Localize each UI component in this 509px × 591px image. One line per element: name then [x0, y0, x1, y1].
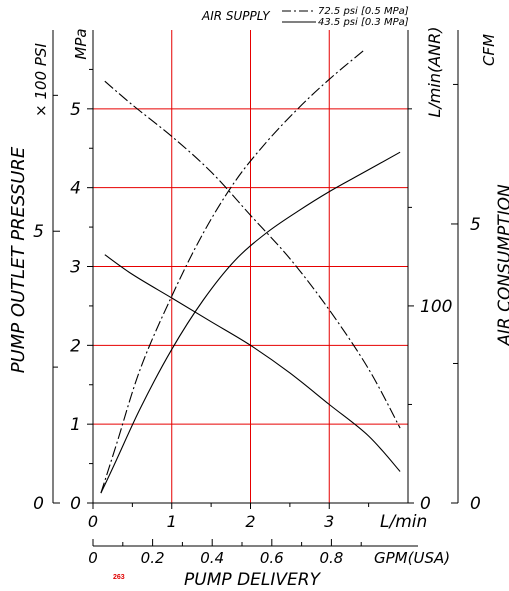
mpa-tick-label-5: 5 — [70, 100, 81, 120]
y-left-secondary-unit: × 100 PSI — [32, 43, 50, 117]
x-title: PUMP DELIVERY — [184, 570, 322, 590]
x-tick-label-0: 0 — [88, 512, 98, 531]
cfm-tick-label-1: 5 — [470, 215, 481, 235]
x-secondary-unit: GPM(USA) — [374, 549, 450, 567]
gpm-tick-label-1: 0.2 — [141, 549, 165, 567]
psi-tick-label-0: 0 — [33, 494, 44, 514]
legend-title: AIR SUPPLY — [201, 9, 271, 23]
mpa-tick-label-1: 1 — [70, 415, 81, 435]
legend-entry-0: 72.5 psi [0.5 MPa] — [318, 6, 409, 17]
psi-tick-label-1: 5 — [33, 222, 44, 242]
y-right-secondary-unit: CFM — [480, 34, 498, 66]
series-line-0 — [104, 80, 401, 429]
curves — [100, 49, 401, 494]
gpm-tick-label-3: 0.6 — [260, 549, 284, 567]
y-right-title: AIR CONSUMPTION — [495, 184, 509, 347]
y-left-unit: MPa — [72, 28, 90, 59]
series-line-3 — [100, 151, 401, 494]
anr-tick-label-0: 0 — [420, 494, 431, 514]
mpa-tick-label-4: 4 — [70, 179, 81, 199]
mpa-tick-label-3: 3 — [70, 258, 81, 278]
gpm-tick-label-4: 0.8 — [319, 549, 343, 567]
mpa-tick-label-0: 0 — [70, 494, 81, 514]
x-tick-label-2: 2 — [245, 512, 255, 531]
gpm-tick-label-0: 0 — [88, 549, 98, 567]
legend-entry-1: 43.5 psi [0.3 MPa] — [318, 17, 409, 28]
axis-ticks — [53, 68, 458, 546]
anr-tick-label-1: 100 — [420, 297, 452, 317]
y-right-unit: L/min(ANR) — [425, 27, 444, 118]
stamp-number: 263 — [113, 574, 125, 581]
x-tick-label-3: 3 — [324, 512, 334, 531]
grid-lines — [93, 30, 408, 503]
cfm-tick-label-0: 0 — [470, 494, 481, 514]
y-left-title: PUMP OUTLET PRESSURE — [8, 146, 29, 373]
series-line-1 — [104, 254, 401, 472]
x-tick-label-1: 1 — [167, 512, 177, 531]
series-line-2 — [100, 49, 366, 494]
mpa-tick-label-2: 2 — [70, 336, 81, 356]
x-unit: L/min — [380, 512, 427, 532]
legend: AIR SUPPLY 72.5 psi [0.5 MPa] 43.5 psi [… — [201, 6, 409, 28]
gpm-tick-label-2: 0.4 — [200, 549, 224, 567]
